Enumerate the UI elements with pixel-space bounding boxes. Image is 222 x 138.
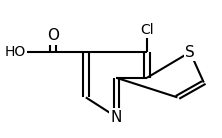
Text: O: O — [47, 28, 59, 43]
Text: Cl: Cl — [140, 23, 154, 37]
Text: N: N — [111, 110, 122, 124]
Text: S: S — [185, 45, 195, 60]
Text: HO: HO — [4, 45, 26, 59]
